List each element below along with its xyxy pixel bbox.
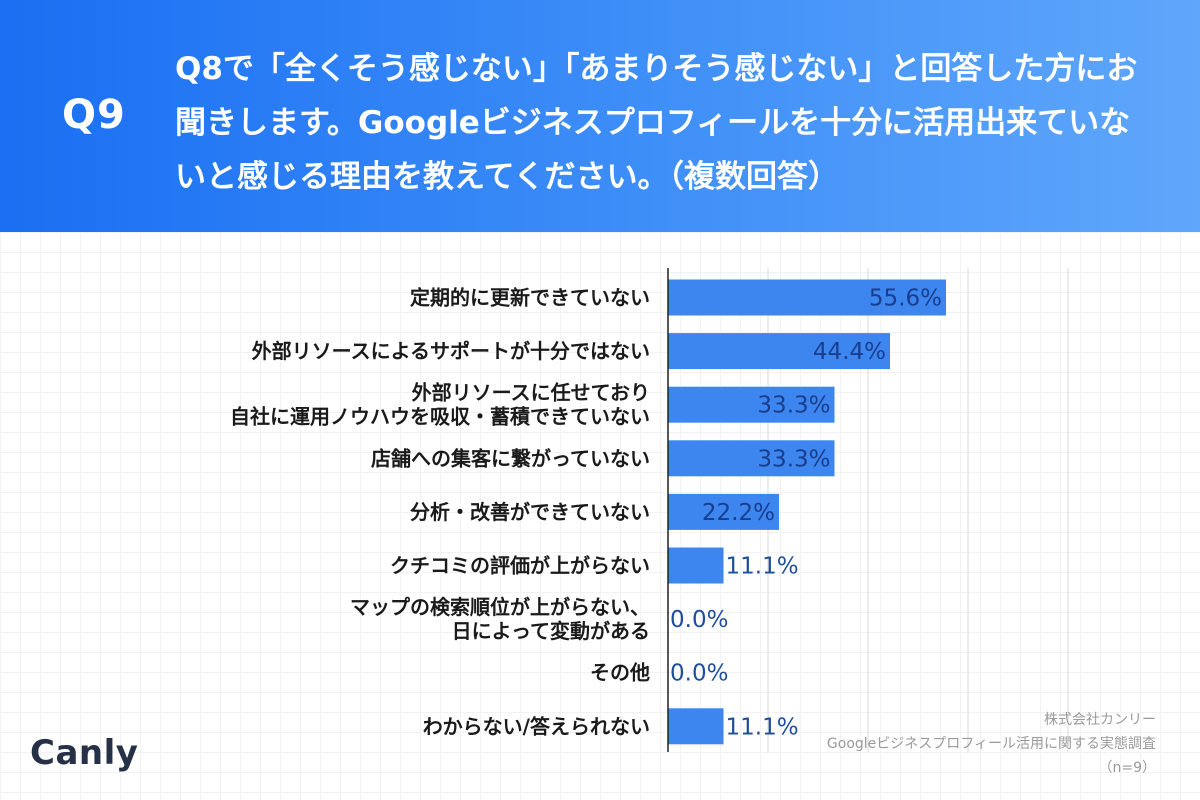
category-label: 外部リソースに任せており自社に運用ノウハウを吸収・蓄積できていない xyxy=(230,381,650,429)
category-label: 店舗への集客に繋がっていない xyxy=(371,446,650,470)
value-label: 22.2% xyxy=(702,500,775,526)
value-label: 33.3% xyxy=(757,446,830,472)
value-label: 55.6% xyxy=(869,286,942,312)
category-label: その他 xyxy=(590,661,650,685)
source-survey: Googleビジネスプロフィール活用に関する実態調査 xyxy=(826,736,1156,752)
source-sample-size: （n=9） xyxy=(1098,760,1156,776)
category-label: クチコミの評価が上がらない xyxy=(390,554,650,578)
value-label: 33.3% xyxy=(757,393,830,419)
bar xyxy=(668,333,890,370)
question-number: Q9 xyxy=(62,92,126,138)
category-label: 定期的に更新できていない xyxy=(410,286,650,310)
canly-logo: Canly xyxy=(30,733,139,773)
value-label: 44.4% xyxy=(813,339,886,365)
value-label: 0.0% xyxy=(670,661,728,687)
bar-chart: 55.6% 定期的に更新できていない 44.4% 外部リソースによるサポートが十分では… xyxy=(230,268,1069,752)
source-company: 株式会社カンリー xyxy=(1044,712,1156,728)
bar xyxy=(668,708,724,745)
value-label: 0.0% xyxy=(670,607,728,633)
bar xyxy=(668,493,779,530)
category-label: わからない/答えられない xyxy=(423,714,650,738)
category-label: 分析・改善ができていない xyxy=(410,500,650,524)
category-label: 外部リソースによるサポートが十分ではない xyxy=(252,339,650,363)
chart-area: 55.6% 定期的に更新できていない 44.4% 外部リソースによるサポートが十分では… xyxy=(0,232,1200,800)
value-label: 11.1% xyxy=(726,554,799,580)
value-label: 11.1% xyxy=(726,714,799,740)
category-label: マップの検索順位が上がらない、日によって変動がある xyxy=(350,595,650,643)
question-header: Q9 Q8で「全くそう感じない」「あまりそう感じない」と回答した方にお聞きします… xyxy=(0,0,1200,232)
bar xyxy=(668,547,724,584)
bar xyxy=(668,440,835,477)
question-text: Q8で「全くそう感じない」「あまりそう感じない」と回答した方にお聞きします。Go… xyxy=(175,51,1138,195)
source-note: 株式会社カンリー Googleビジネスプロフィール活用に関する実態調査 （n=9… xyxy=(736,708,1156,780)
bar xyxy=(668,279,946,316)
bar xyxy=(668,386,835,423)
